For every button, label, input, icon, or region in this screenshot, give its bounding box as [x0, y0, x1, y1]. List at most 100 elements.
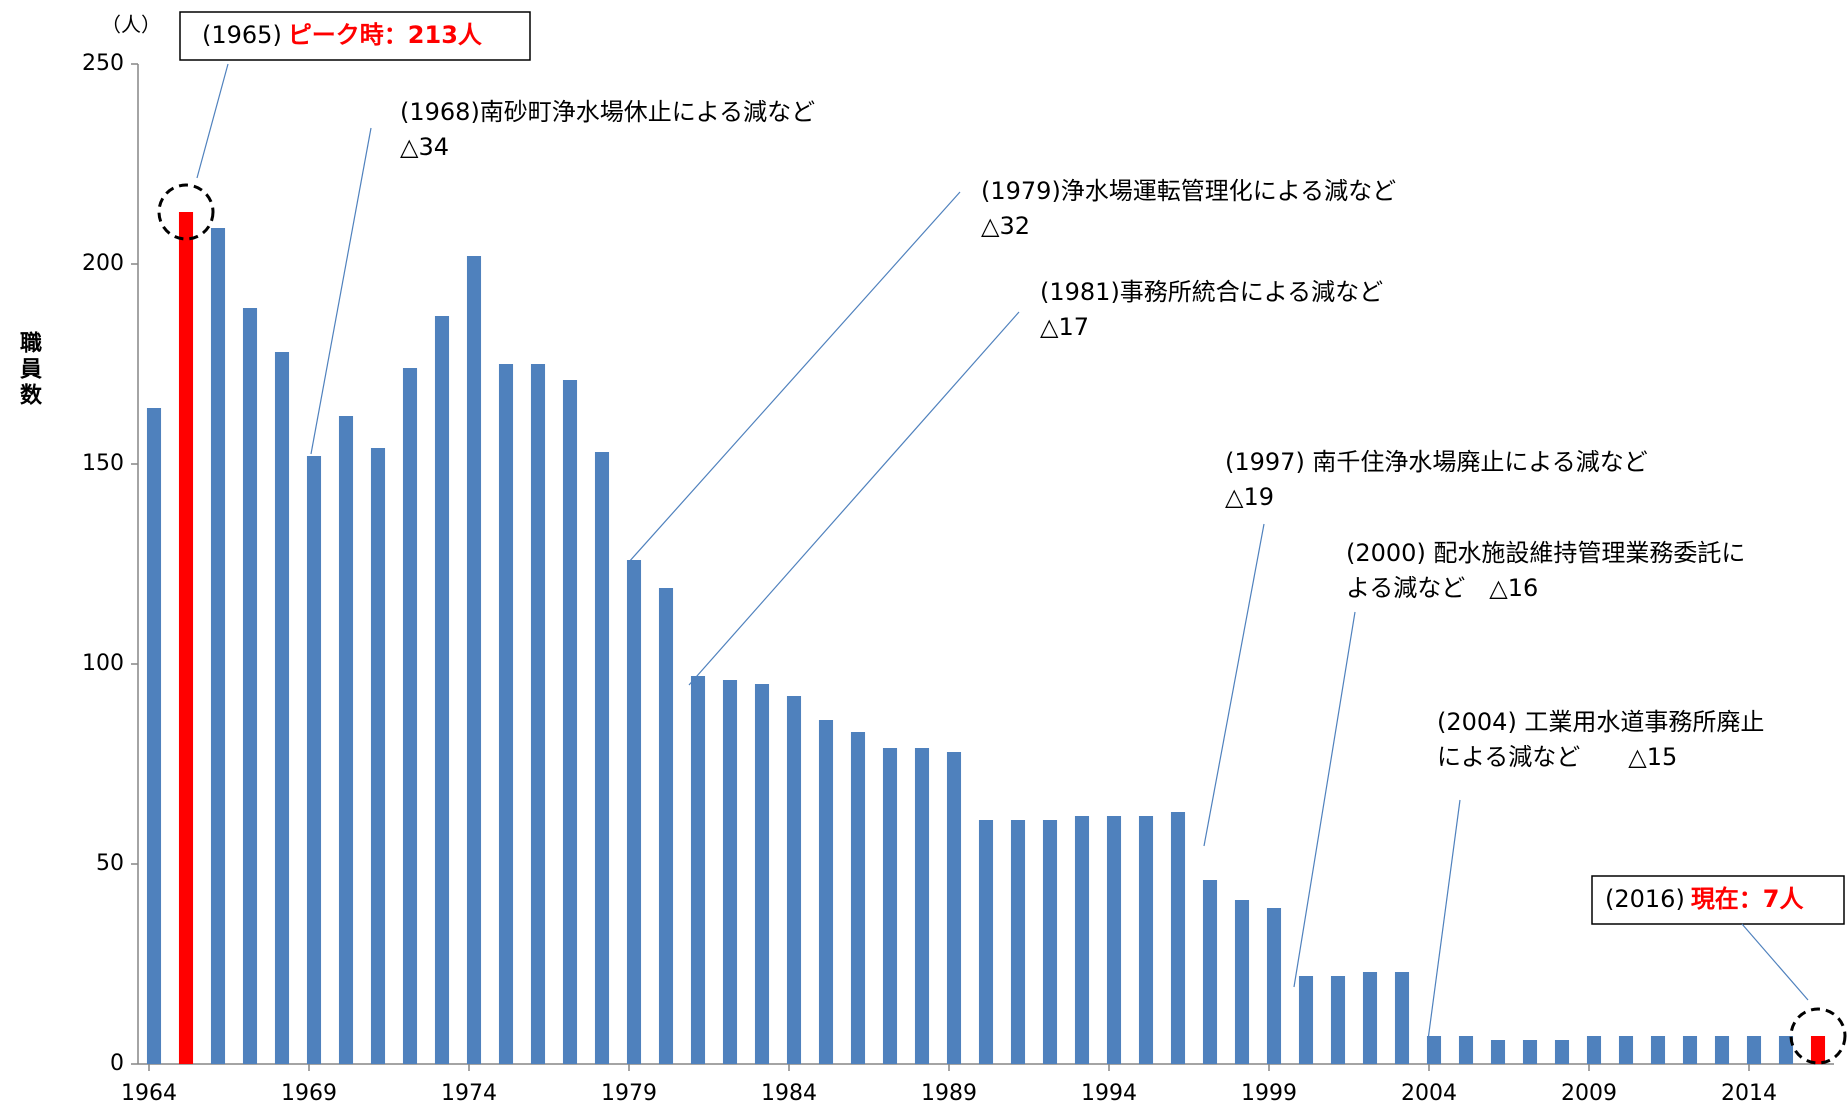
annotation: (1965) ピーク時：213人	[202, 21, 482, 49]
bar	[818, 720, 834, 1064]
bar	[370, 448, 386, 1064]
annotation-part: (1997) 南千住浄水場廃止による減など	[1225, 448, 1648, 476]
highlight-circle	[1789, 1007, 1847, 1065]
annotation: (2004) 工業用水道事務所廃止	[1437, 708, 1764, 736]
bar	[946, 752, 962, 1064]
x-tick-label: 1979	[601, 1081, 657, 1106]
bar	[722, 680, 738, 1064]
annotation-part: △17	[1040, 313, 1089, 341]
leader-line	[627, 191, 961, 564]
annotation-box	[1591, 875, 1845, 925]
annotation-part: 現在：7人	[1691, 885, 1804, 913]
x-tick-label: 1984	[761, 1081, 817, 1106]
bar	[626, 560, 642, 1064]
bar	[754, 684, 770, 1064]
annotation: △34	[400, 133, 449, 161]
annotation: (2016) 現在：7人	[1605, 885, 1804, 913]
bar	[146, 408, 162, 1064]
annotation: (2000) 配水施設維持管理業務委託に	[1346, 539, 1745, 567]
bar	[498, 364, 514, 1064]
bar	[1522, 1040, 1538, 1064]
annotation-part: (2000) 配水施設維持管理業務委託に	[1346, 539, 1745, 567]
annotation: よる減など △16	[1346, 574, 1538, 602]
annotation-part: △34	[400, 133, 449, 161]
x-tick-label: 2009	[1561, 1081, 1617, 1106]
bar	[562, 380, 578, 1064]
annotation: (1997) 南千住浄水場廃止による減など	[1225, 448, 1648, 476]
bar	[274, 352, 290, 1064]
x-tick-label: 1974	[441, 1081, 497, 1106]
bar	[1682, 1036, 1698, 1064]
annotation: △19	[1225, 483, 1274, 511]
bar	[1810, 1036, 1826, 1064]
bar	[658, 588, 674, 1064]
annotation-part: よる減など △16	[1346, 574, 1538, 602]
annotation-part: △19	[1225, 483, 1274, 511]
x-tick-label: 1994	[1081, 1081, 1137, 1106]
bar	[1586, 1036, 1602, 1064]
bar	[1010, 820, 1026, 1064]
bar	[1778, 1036, 1794, 1064]
y-tick-label: 50	[96, 851, 124, 876]
annotation: (1981)事務所統合による減など	[1040, 278, 1383, 306]
leader-line	[1427, 799, 1461, 1041]
bar	[1458, 1036, 1474, 1064]
leader-line	[1741, 923, 1809, 1001]
bar	[1394, 972, 1410, 1064]
bar	[1170, 812, 1186, 1064]
bar	[850, 732, 866, 1064]
bar	[1074, 816, 1090, 1064]
bar	[914, 748, 930, 1064]
y-tick-label: 200	[82, 251, 124, 276]
annotation-part: (1965)	[202, 21, 282, 49]
bar	[530, 364, 546, 1064]
bar	[178, 212, 194, 1064]
y-tick-label: 100	[82, 651, 124, 676]
bar	[1490, 1040, 1506, 1064]
bar	[1554, 1040, 1570, 1064]
bar	[1618, 1036, 1634, 1064]
annotation: (1968)南砂町浄水場休止による減など	[400, 98, 815, 126]
bar	[1234, 900, 1250, 1064]
bar	[1650, 1036, 1666, 1064]
annotation-part: (2016)	[1605, 885, 1685, 913]
bar	[1714, 1036, 1730, 1064]
bar	[466, 256, 482, 1064]
bar	[1202, 880, 1218, 1064]
bar	[978, 820, 994, 1064]
annotation: △32	[981, 212, 1030, 240]
bar	[1426, 1036, 1442, 1064]
x-tick-label: 1964	[121, 1081, 177, 1106]
bar	[1266, 908, 1282, 1064]
annotation-part: (1968)南砂町浄水場休止による減など	[400, 98, 815, 126]
y-tick-label: 250	[82, 51, 124, 76]
leader-line	[1203, 523, 1265, 847]
bar	[594, 452, 610, 1064]
highlight-circle	[157, 183, 215, 241]
y-unit: （人）	[101, 13, 161, 37]
bar	[1746, 1036, 1762, 1064]
bar	[210, 228, 226, 1064]
bar	[1042, 820, 1058, 1064]
leader-line	[196, 63, 229, 179]
bar	[690, 676, 706, 1064]
bar	[786, 696, 802, 1064]
leader-line	[688, 311, 1020, 686]
bar	[306, 456, 322, 1064]
y-tick-label: 150	[82, 451, 124, 476]
x-tick-label: 2014	[1721, 1081, 1777, 1106]
annotation: による減など △15	[1437, 743, 1677, 771]
x-tick-label: 1999	[1241, 1081, 1297, 1106]
annotation-part: (1981)事務所統合による減など	[1040, 278, 1383, 306]
bar	[402, 368, 418, 1064]
bar	[242, 308, 258, 1064]
annotation: △17	[1040, 313, 1089, 341]
bar	[1330, 976, 1346, 1064]
bar	[338, 416, 354, 1064]
annotation-part: △32	[981, 212, 1030, 240]
x-tick-label: 1989	[921, 1081, 977, 1106]
annotation-box	[179, 11, 531, 61]
bar	[1362, 972, 1378, 1064]
leader-line	[310, 127, 372, 455]
bar	[1138, 816, 1154, 1064]
